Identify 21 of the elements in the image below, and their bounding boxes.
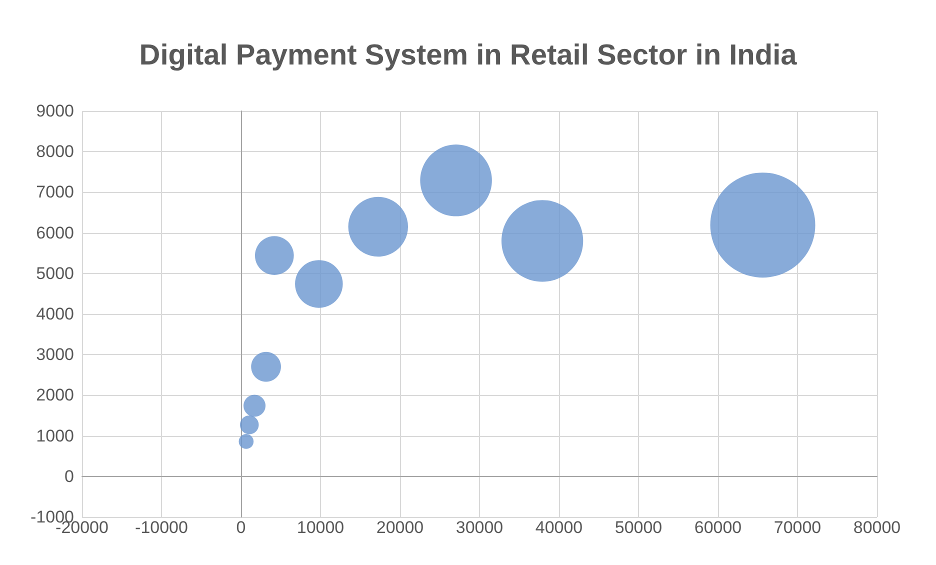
- x-tick-label: 50000: [614, 518, 662, 537]
- y-tick-label: 9000: [36, 102, 74, 120]
- y-tick-label: 0: [64, 466, 74, 486]
- x-tick-label: 0: [236, 518, 246, 537]
- y-tick-label: 6000: [36, 223, 74, 242]
- x-tick-label: 70000: [774, 518, 822, 537]
- y-tick-label: 5000: [36, 264, 74, 283]
- x-tick-label: 40000: [535, 518, 583, 537]
- x-tick-label: 10000: [296, 518, 344, 537]
- y-tick-label: 8000: [36, 142, 74, 162]
- x-tick-label: 30000: [456, 518, 504, 537]
- x-tick-label: 20000: [376, 518, 424, 537]
- chart-title: Digital Payment System in Retail Sector in India: [139, 40, 798, 72]
- x-tick-label: 80000: [853, 518, 901, 537]
- y-tick-label: 7000: [36, 182, 74, 202]
- y-tick-label: 1000: [36, 426, 74, 446]
- x-tick-label: -10000: [135, 518, 188, 537]
- y-tick-label: 3000: [36, 345, 74, 364]
- x-tick-label: 60000: [694, 518, 742, 537]
- y-tick-label: 2000: [36, 386, 74, 405]
- y-tick-label: 4000: [36, 304, 74, 324]
